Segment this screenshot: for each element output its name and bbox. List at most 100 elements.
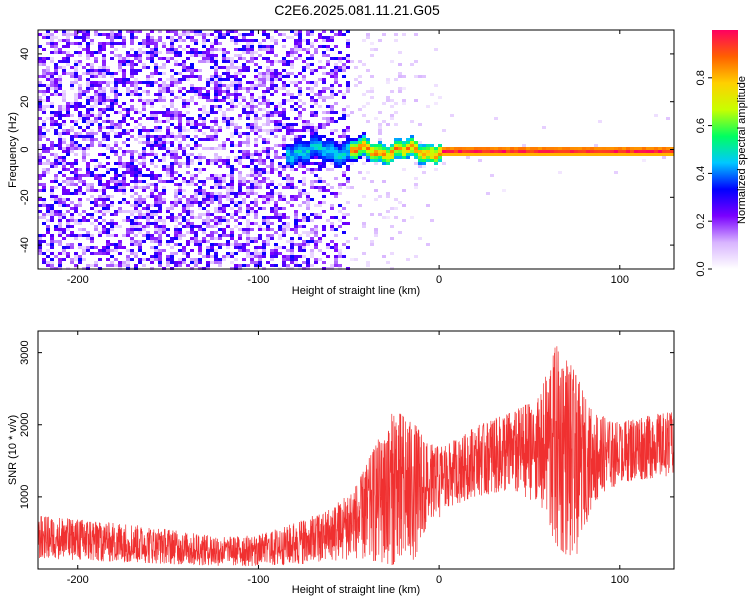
heatmap-cell bbox=[394, 147, 398, 150]
heatmap-cell bbox=[294, 243, 298, 246]
heatmap-cell bbox=[254, 192, 258, 195]
heatmap-cell bbox=[190, 84, 194, 87]
heatmap-cell bbox=[342, 222, 346, 225]
heatmap-cell bbox=[174, 81, 178, 84]
heatmap-cell bbox=[142, 186, 146, 189]
heatmap-cell bbox=[86, 174, 90, 177]
heatmap-cell bbox=[166, 228, 170, 231]
heatmap-cell bbox=[98, 129, 102, 132]
heatmap-cell bbox=[658, 147, 662, 150]
heatmap-cell bbox=[186, 180, 190, 183]
heatmap-cell bbox=[266, 150, 270, 153]
heatmap-cell bbox=[66, 108, 70, 111]
heatmap-cell bbox=[170, 168, 174, 171]
heatmap-cell bbox=[174, 216, 178, 219]
heatmap-cell bbox=[254, 144, 258, 147]
heatmap-cell bbox=[218, 216, 222, 219]
heatmap-cell bbox=[54, 93, 58, 96]
heatmap-cell bbox=[290, 198, 294, 201]
heatmap-cell bbox=[114, 36, 118, 39]
heatmap-cell bbox=[234, 123, 238, 126]
heatmap-cell bbox=[326, 39, 330, 42]
heatmap-cell bbox=[246, 180, 250, 183]
heatmap-cell bbox=[198, 114, 202, 117]
heatmap-cell bbox=[114, 258, 118, 261]
heatmap-cell bbox=[362, 195, 366, 198]
heatmap-cell bbox=[362, 93, 366, 96]
heatmap-cell bbox=[122, 39, 126, 42]
heatmap-cell bbox=[266, 132, 270, 135]
heatmap-cell bbox=[262, 39, 266, 42]
heatmap-cell bbox=[290, 36, 294, 39]
heatmap-cell bbox=[342, 132, 346, 135]
heatmap-cell bbox=[138, 129, 142, 132]
heatmap-cell bbox=[170, 252, 174, 255]
heatmap-cell bbox=[286, 75, 290, 78]
heatmap-cell bbox=[122, 72, 126, 75]
heatmap-cell bbox=[338, 192, 342, 195]
heatmap-cell bbox=[122, 210, 126, 213]
heatmap-cell bbox=[222, 48, 226, 51]
heatmap-cell bbox=[598, 150, 602, 153]
heatmap-cell bbox=[198, 30, 202, 33]
heatmap-cell bbox=[82, 66, 86, 69]
heatmap-cell bbox=[158, 234, 162, 237]
heatmap-cell bbox=[114, 174, 118, 177]
heatmap-cell bbox=[306, 126, 310, 129]
heatmap-cell bbox=[126, 183, 130, 186]
heatmap-cell bbox=[294, 156, 298, 159]
heatmap-cell bbox=[298, 225, 302, 228]
heatmap-cell bbox=[118, 81, 122, 84]
heatmap-cell bbox=[342, 57, 346, 60]
heatmap-cell bbox=[42, 126, 46, 129]
heatmap-cell bbox=[42, 48, 46, 51]
heatmap-cell bbox=[174, 96, 178, 99]
heatmap-cell bbox=[202, 51, 206, 54]
heatmap-cell bbox=[50, 186, 54, 189]
heatmap-cell bbox=[214, 54, 218, 57]
heatmap-cell bbox=[370, 240, 374, 243]
heatmap-cell bbox=[42, 204, 46, 207]
heatmap-cell bbox=[282, 207, 286, 210]
heatmap-cell bbox=[182, 219, 186, 222]
heatmap-cell bbox=[146, 117, 150, 120]
heatmap-cell bbox=[190, 48, 194, 51]
heatmap-cell bbox=[342, 33, 346, 36]
heatmap-cell bbox=[594, 153, 598, 156]
heatmap-cell bbox=[522, 153, 526, 156]
heatmap-cell bbox=[214, 138, 218, 141]
heatmap-cell bbox=[198, 96, 202, 99]
heatmap-cell bbox=[278, 123, 282, 126]
heatmap-cell bbox=[250, 84, 254, 87]
heatmap-cell bbox=[206, 162, 210, 165]
heatmap-cell bbox=[102, 33, 106, 36]
heatmap-cell bbox=[38, 99, 42, 102]
heatmap-cell bbox=[190, 195, 194, 198]
heatmap-cell bbox=[302, 144, 306, 147]
heatmap-cell bbox=[322, 195, 326, 198]
heatmap-cell bbox=[150, 261, 154, 264]
heatmap-cell bbox=[78, 177, 82, 180]
heatmap-cell bbox=[346, 114, 350, 117]
heatmap-cell bbox=[58, 75, 62, 78]
heatmap-cell bbox=[206, 249, 210, 252]
heatmap-cell bbox=[82, 138, 86, 141]
heatmap-cell bbox=[262, 75, 266, 78]
heatmap-cell bbox=[314, 231, 318, 234]
heatmap-cell bbox=[366, 147, 370, 150]
heatmap-cell bbox=[222, 216, 226, 219]
heatmap-cell bbox=[170, 30, 174, 33]
heatmap-cell bbox=[46, 150, 50, 153]
heatmap-cell bbox=[82, 150, 86, 153]
heatmap-cell bbox=[354, 156, 358, 159]
heatmap-cell bbox=[306, 156, 310, 159]
heatmap-cell bbox=[274, 246, 278, 249]
heatmap-cell bbox=[450, 114, 454, 117]
heatmap-cell bbox=[538, 147, 542, 150]
heatmap-cell bbox=[198, 78, 202, 81]
heatmap-cell bbox=[198, 93, 202, 96]
heatmap-cell bbox=[82, 183, 86, 186]
heatmap-cell bbox=[246, 123, 250, 126]
heatmap-cell bbox=[286, 117, 290, 120]
heatmap-cell bbox=[314, 186, 318, 189]
